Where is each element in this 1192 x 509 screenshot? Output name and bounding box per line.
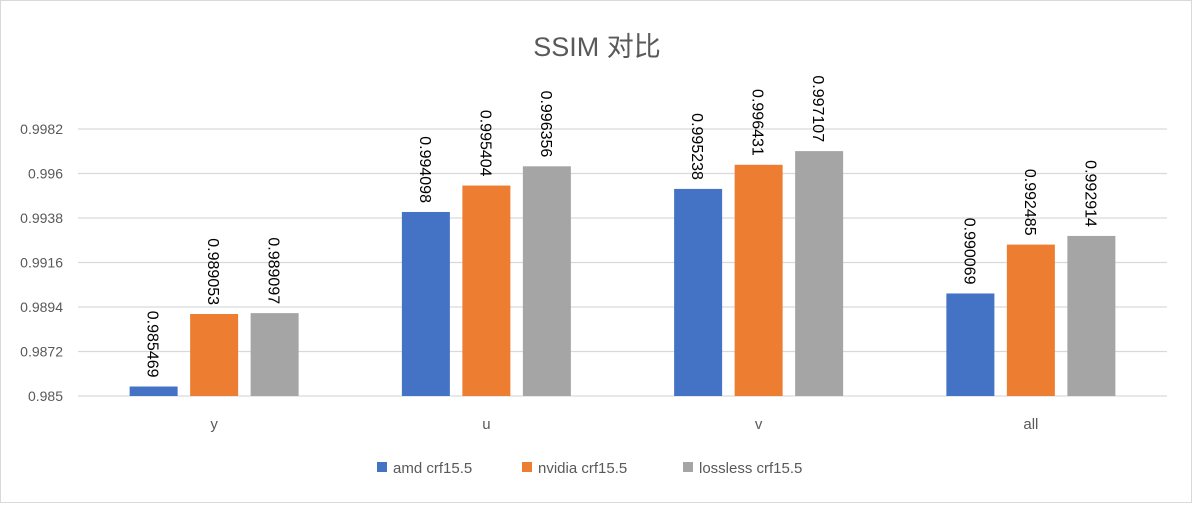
bar-nvidia-v xyxy=(734,164,783,396)
data-label: 0.995238 xyxy=(688,113,705,180)
legend-label: lossless crf15.5 xyxy=(699,460,802,477)
y-tick-label: 0.9938 xyxy=(20,210,63,226)
y-tick-label: 0.9982 xyxy=(20,121,63,137)
y-tick-label: 0.9916 xyxy=(20,255,63,271)
bar-lossless-v xyxy=(795,151,844,396)
bar-nvidia-u xyxy=(462,185,511,396)
bar-nvidia-y xyxy=(190,314,239,396)
x-tick-label: v xyxy=(755,416,763,433)
legend-swatch xyxy=(683,462,693,472)
y-tick-label: 0.985 xyxy=(28,388,63,404)
data-label: 0.992914 xyxy=(1081,160,1098,227)
x-tick-label: y xyxy=(210,416,218,433)
legend-swatch xyxy=(377,462,387,472)
data-label: 0.994098 xyxy=(416,136,433,203)
legend-label: nvidia crf15.5 xyxy=(538,460,627,477)
y-tick-label: 0.996 xyxy=(28,166,63,182)
data-label: 0.990069 xyxy=(960,218,977,285)
x-tick-label: u xyxy=(482,416,490,433)
legend-item-lossless: lossless crf15.5 xyxy=(683,460,802,477)
data-label: 0.996356 xyxy=(537,91,554,158)
legend-label: amd crf15.5 xyxy=(393,460,472,477)
legend-item-amd: amd crf15.5 xyxy=(377,460,472,477)
y-tick-label: 0.9894 xyxy=(20,299,63,315)
chart-title: SSIM 对比 xyxy=(533,32,661,62)
x-tick-label: all xyxy=(1023,416,1038,433)
data-label: 0.989097 xyxy=(265,237,282,304)
bar-lossless-all xyxy=(1067,235,1116,396)
bar-amd-u xyxy=(401,211,450,396)
bar-nvidia-all xyxy=(1006,244,1055,396)
bar-lossless-y xyxy=(250,313,299,396)
y-tick-label: 0.9872 xyxy=(20,344,63,360)
data-label: 0.985469 xyxy=(144,311,161,378)
data-label: 0.989053 xyxy=(204,238,221,305)
legend-item-nvidia: nvidia crf15.5 xyxy=(522,460,627,477)
bar-amd-all xyxy=(946,293,995,396)
data-label: 0.997107 xyxy=(809,75,826,142)
bar-amd-v xyxy=(674,188,723,396)
data-label: 0.992485 xyxy=(1021,169,1038,236)
legend-swatch xyxy=(522,462,532,472)
bar-amd-y xyxy=(129,386,178,396)
data-label: 0.996431 xyxy=(749,89,766,156)
bar-lossless-u xyxy=(522,166,571,396)
data-label: 0.995404 xyxy=(476,110,493,177)
